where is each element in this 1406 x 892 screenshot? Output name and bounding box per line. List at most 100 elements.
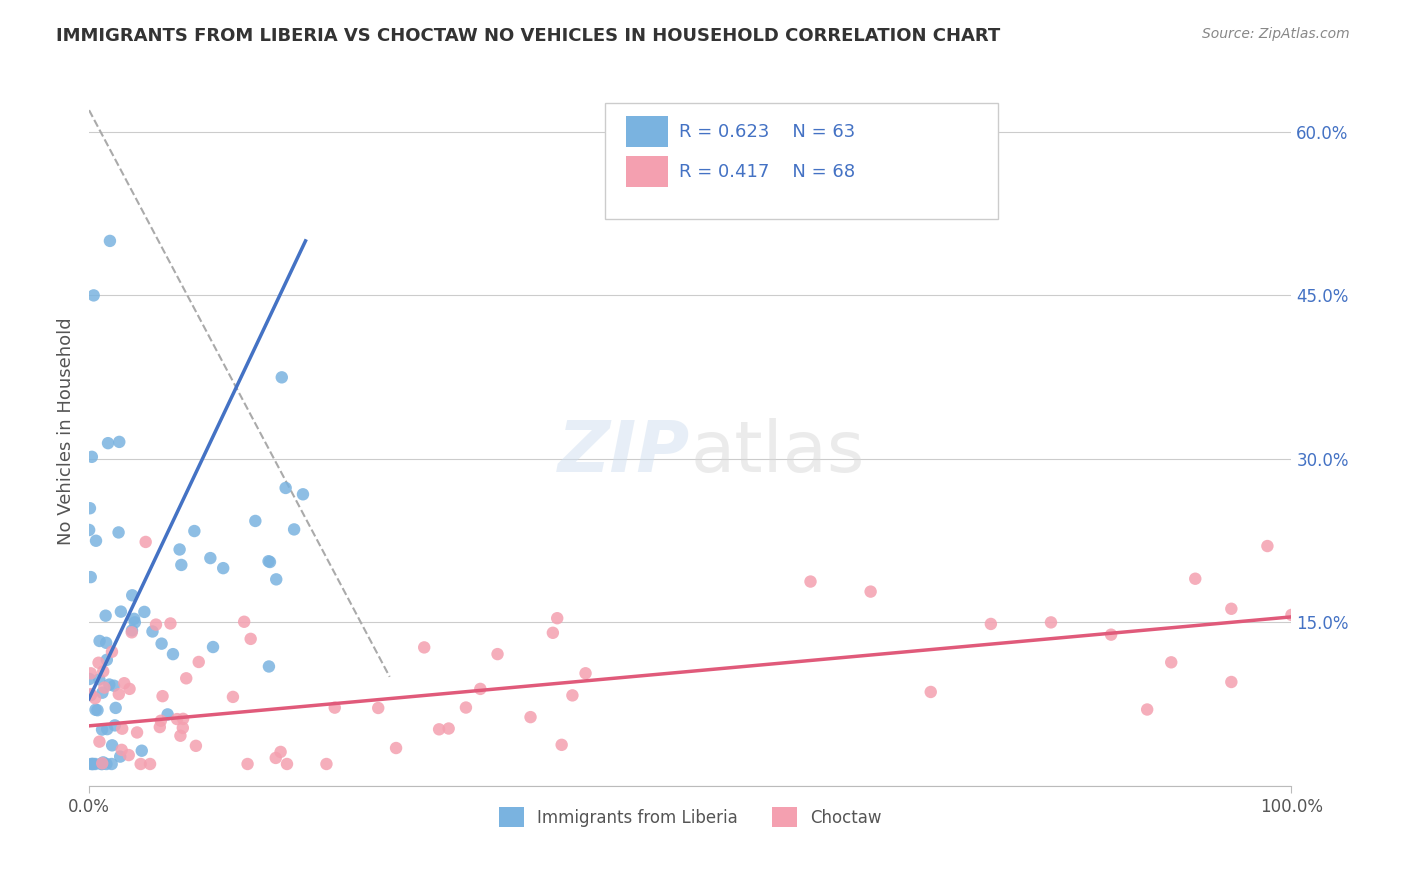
Point (159, 616, 181, 631)
Point (245, 514, 267, 528)
Point (100, 756, 122, 771)
Point (80, 570, 103, 584)
Point (80, 450, 103, 464)
Point (274, 481, 297, 495)
Point (236, 756, 259, 771)
Point (1160, 656, 1182, 670)
Point (98, 677, 121, 691)
Point (561, 689, 583, 703)
Point (89, 673, 111, 687)
Point (1220, 675, 1243, 690)
Point (212, 561, 235, 575)
Point (259, 555, 281, 569)
Point (202, 640, 225, 654)
Point (233, 615, 256, 629)
Point (239, 632, 262, 646)
Point (264, 573, 287, 587)
Point (1099, 628, 1122, 642)
Point (980, 616, 1002, 631)
Point (222, 690, 245, 704)
Point (150, 637, 173, 651)
Point (264, 751, 287, 765)
Point (118, 747, 141, 762)
Point (1256, 539, 1278, 553)
Point (91, 756, 114, 771)
Point (519, 710, 541, 724)
Point (104, 718, 127, 732)
Point (162, 647, 184, 661)
Point (84, 691, 107, 706)
Point (859, 584, 882, 599)
Point (129, 756, 152, 771)
Point (93, 681, 115, 695)
Point (1184, 572, 1206, 586)
Point (257, 659, 280, 673)
Point (257, 554, 280, 568)
Point (121, 588, 143, 602)
Point (145, 617, 167, 632)
Point (141, 624, 163, 639)
Point (84, 533, 107, 548)
Point (149, 720, 172, 734)
Point (111, 722, 134, 736)
Point (91, 723, 114, 737)
Point (80, 756, 103, 771)
Point (96, 636, 118, 650)
Point (291, 487, 314, 501)
Point (550, 738, 572, 752)
Point (149, 714, 172, 728)
Point (91, 756, 114, 771)
Point (1136, 702, 1159, 716)
Text: IMMIGRANTS FROM LIBERIA VS CHOCTAW NO VEHICLES IN HOUSEHOLD CORRELATION CHART: IMMIGRANTS FROM LIBERIA VS CHOCTAW NO VE… (56, 27, 1001, 45)
Point (920, 685, 942, 699)
Point (283, 523, 305, 537)
Point (413, 640, 436, 655)
Text: Source: ZipAtlas.com: Source: ZipAtlas.com (1202, 27, 1350, 41)
Point (385, 741, 408, 756)
Point (139, 756, 162, 771)
Point (134, 605, 156, 619)
Point (90, 756, 112, 771)
Point (135, 535, 157, 549)
Point (82, 756, 104, 771)
Point (84, 756, 107, 771)
Point (104, 701, 127, 715)
Point (122, 612, 145, 626)
Point (86, 703, 108, 717)
Point (89, 634, 111, 648)
Point (184, 739, 207, 753)
Point (107, 687, 129, 701)
Point (94, 608, 117, 623)
Point (96, 756, 118, 771)
Point (187, 655, 209, 669)
Point (1220, 601, 1243, 615)
Point (110, 605, 132, 619)
Point (169, 729, 191, 743)
Point (574, 666, 596, 681)
Point (1281, 607, 1303, 622)
Point (121, 625, 143, 640)
Text: R = 0.417    N = 68: R = 0.417 N = 68 (679, 163, 855, 181)
Point (98, 234, 121, 248)
Point (1039, 615, 1062, 630)
Point (107, 525, 129, 540)
Point (77, 523, 100, 537)
Point (799, 574, 821, 589)
Point (112, 676, 135, 690)
Point (101, 645, 124, 659)
Point (131, 744, 153, 758)
Point (172, 721, 194, 735)
Point (166, 712, 188, 726)
Y-axis label: No Vehicles in Household: No Vehicles in Household (58, 318, 75, 545)
Point (169, 542, 191, 557)
Text: atlas: atlas (690, 418, 865, 487)
Text: ZIP: ZIP (558, 418, 690, 487)
Point (323, 700, 346, 714)
Point (80, 666, 103, 681)
Point (101, 739, 124, 753)
Point (546, 611, 568, 625)
Point (83, 288, 105, 302)
Point (89, 734, 111, 748)
Point (174, 671, 197, 685)
Point (156, 707, 179, 722)
